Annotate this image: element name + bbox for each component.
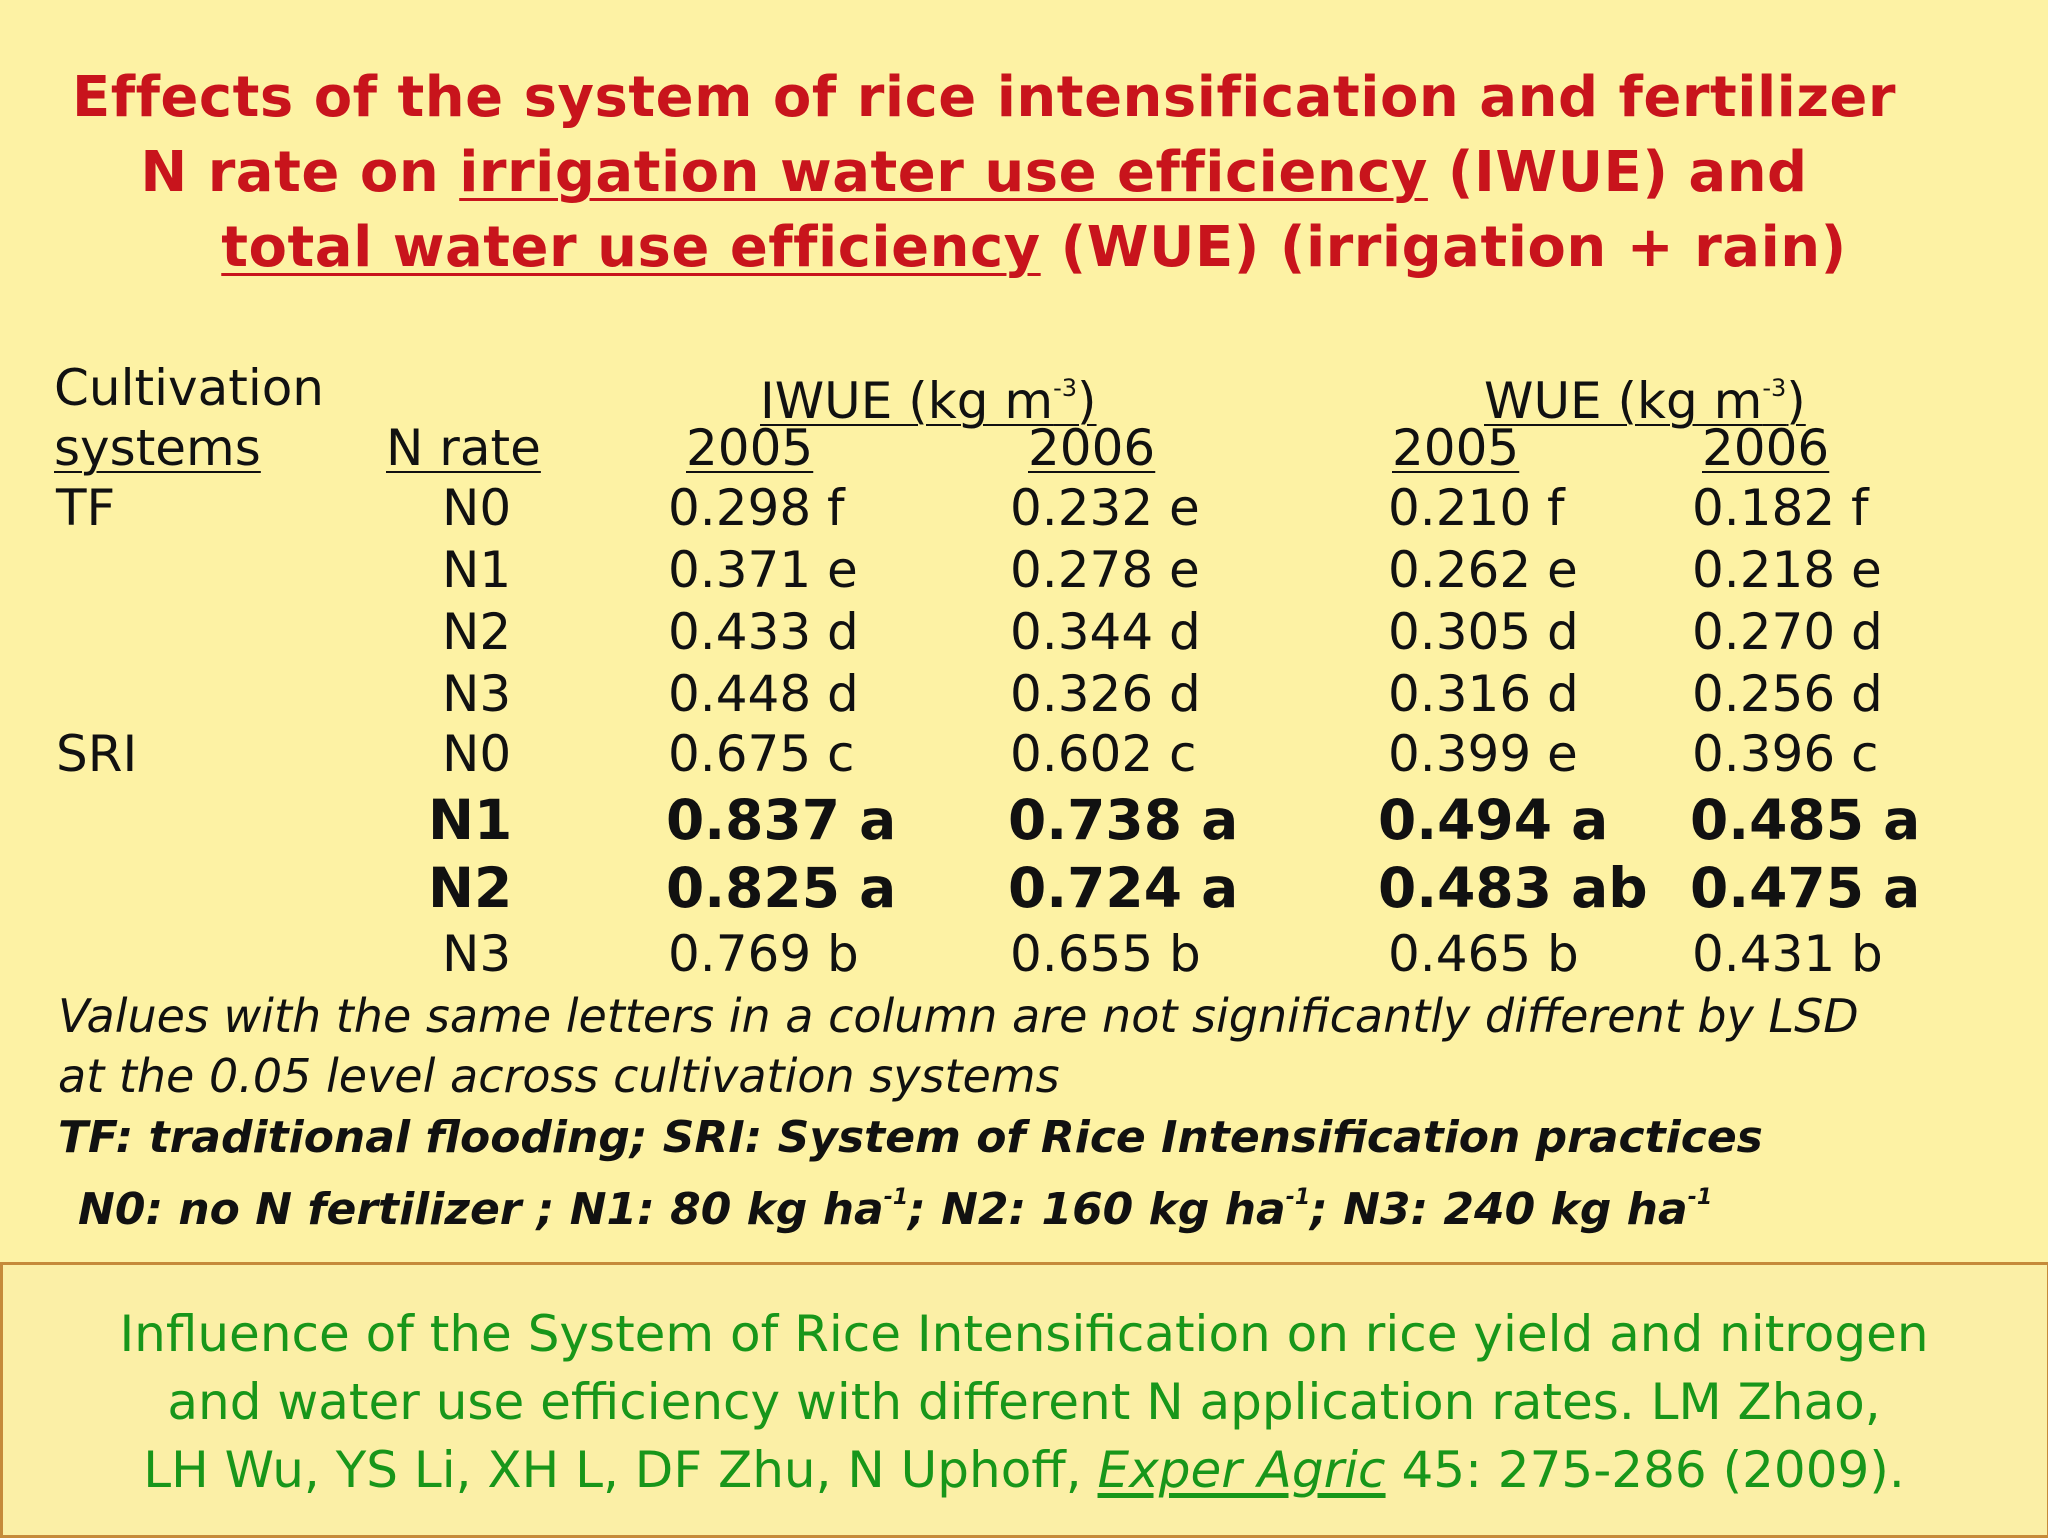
header-systems: systems bbox=[54, 419, 261, 477]
n-rate-cell: N1 bbox=[442, 541, 512, 599]
n-rate-cell: N0 bbox=[442, 479, 512, 537]
footnote-significance: Values with the same letters in a column… bbox=[58, 989, 1859, 1043]
table-cell: 0.298 f bbox=[668, 479, 845, 537]
table-cell: 0.399 e bbox=[1388, 725, 1578, 783]
n-rate-cell: N3 bbox=[442, 925, 512, 983]
sep: ; bbox=[908, 1184, 942, 1235]
table-cell: 0.837 a bbox=[666, 788, 897, 852]
table-cell: 0.475 a bbox=[1690, 856, 1921, 920]
iwue-term: irrigation water use efficiency bbox=[459, 140, 1428, 205]
n-rate-cell: N1 bbox=[428, 788, 513, 852]
header-cultivation: Cultivation bbox=[54, 359, 324, 417]
table-cell: 0.738 a bbox=[1008, 788, 1239, 852]
citation-line-2: and water use efficiency with different … bbox=[167, 1373, 1881, 1431]
table-cell: 0.262 e bbox=[1388, 541, 1578, 599]
table-cell: 0.326 d bbox=[1010, 665, 1201, 723]
table-cell: 0.448 d bbox=[668, 665, 859, 723]
note-n0: N0: no N fertilizer ; bbox=[78, 1184, 570, 1235]
citation-line-3: LH Wu, YS Li, XH L, DF Zhu, N Uphoff, Ex… bbox=[0, 1436, 2048, 1504]
table-cell: 0.485 a bbox=[1690, 788, 1921, 852]
slide-title: Effects of the system of rice intensific… bbox=[0, 60, 2048, 285]
header-iwue: IWUE (kg m-3) bbox=[760, 358, 1097, 431]
table-cell: 0.494 a bbox=[1378, 788, 1609, 852]
header-iwue-text: IWUE (kg m bbox=[760, 372, 1054, 430]
footnote-significance-2: at the 0.05 level across cultivation sys… bbox=[58, 1049, 1060, 1103]
table-cell: 0.278 e bbox=[1010, 541, 1200, 599]
title-text: (WUE) (irrigation + rain) bbox=[1040, 215, 1847, 280]
title-text: N rate on bbox=[140, 140, 460, 205]
n-rate-cell: N0 bbox=[442, 725, 512, 783]
citation-line-1: Influence of the System of Rice Intensif… bbox=[119, 1305, 1929, 1363]
title-line-3: total water use efficiency (WUE) (irriga… bbox=[20, 210, 2048, 285]
table-cell: 0.675 c bbox=[668, 725, 855, 783]
unit-exponent: -3 bbox=[1053, 374, 1078, 402]
table-cell: 0.724 a bbox=[1008, 856, 1239, 920]
table-cell: 0.431 b bbox=[1692, 925, 1883, 983]
title-text: (IWUE) and bbox=[1427, 140, 1808, 205]
system-tf: TF bbox=[56, 479, 116, 537]
footnote-abbreviations: TF: traditional flooding; SRI: System of… bbox=[58, 1112, 1763, 1163]
header-wue-text: WUE (kg m bbox=[1484, 372, 1763, 430]
wue-term: total water use efficiency bbox=[221, 215, 1041, 280]
table-cell: 0.483 ab bbox=[1378, 856, 1648, 920]
n-rate-cell: N2 bbox=[428, 856, 513, 920]
unit-exponent: -1 bbox=[1687, 1185, 1713, 1210]
header-wue: WUE (kg m-3) bbox=[1484, 358, 1806, 431]
footnote-n-rates: N0: no N fertilizer ; N1: 80 kg ha-1; N2… bbox=[78, 1168, 1712, 1240]
n-rate-cell: N3 bbox=[442, 665, 512, 723]
header-n-rate: N rate bbox=[386, 419, 541, 477]
table-cell: 0.465 b bbox=[1388, 925, 1579, 983]
table-cell: 0.316 d bbox=[1388, 665, 1579, 723]
table-cell: 0.371 e bbox=[668, 541, 858, 599]
system-sri: SRI bbox=[56, 725, 138, 783]
table-cell: 0.769 b bbox=[668, 925, 859, 983]
table-cell: 0.344 d bbox=[1010, 603, 1201, 661]
paren: ) bbox=[1786, 372, 1806, 430]
table-cell: 0.655 b bbox=[1010, 925, 1201, 983]
table-cell: 0.825 a bbox=[666, 856, 897, 920]
note-n2: N2: 160 kg ha bbox=[941, 1184, 1286, 1235]
table-cell: 0.270 d bbox=[1692, 603, 1883, 661]
n-rate-cell: N2 bbox=[442, 603, 512, 661]
table-cell: 0.182 f bbox=[1692, 479, 1869, 537]
table-cell: 0.210 f bbox=[1388, 479, 1565, 537]
title-line-1: Effects of the system of rice intensific… bbox=[71, 65, 1897, 130]
table-cell: 0.232 e bbox=[1010, 479, 1200, 537]
table-cell: 0.218 e bbox=[1692, 541, 1882, 599]
paren: ) bbox=[1077, 372, 1097, 430]
table-cell: 0.602 c bbox=[1010, 725, 1197, 783]
citation-box bbox=[0, 1262, 2048, 1538]
year-iwue-2006: 2006 bbox=[1028, 419, 1156, 477]
table-cell: 0.396 c bbox=[1692, 725, 1879, 783]
year-iwue-2005: 2005 bbox=[686, 419, 814, 477]
table-cell: 0.305 d bbox=[1388, 603, 1579, 661]
title-line-2: N rate on irrigation water use efficienc… bbox=[0, 135, 2048, 210]
citation-authors: LH Wu, YS Li, XH L, DF Zhu, N Uphoff, bbox=[143, 1441, 1098, 1499]
citation: Influence of the System of Rice Intensif… bbox=[0, 1300, 2048, 1504]
note-n1: N1: 80 kg ha bbox=[569, 1184, 884, 1235]
unit-exponent: -1 bbox=[1285, 1185, 1311, 1210]
table-cell: 0.433 d bbox=[668, 603, 859, 661]
unit-exponent: -1 bbox=[883, 1185, 909, 1210]
note-n3: N3: 240 kg ha bbox=[1343, 1184, 1688, 1235]
unit-exponent: -3 bbox=[1762, 374, 1787, 402]
sep: ; bbox=[1310, 1184, 1344, 1235]
year-wue-2005: 2005 bbox=[1392, 419, 1520, 477]
journal-name: Exper Agric bbox=[1097, 1441, 1386, 1499]
table-cell: 0.256 d bbox=[1692, 665, 1883, 723]
year-wue-2006: 2006 bbox=[1702, 419, 1830, 477]
citation-volume: 45: 275-286 (2009). bbox=[1385, 1441, 1905, 1499]
